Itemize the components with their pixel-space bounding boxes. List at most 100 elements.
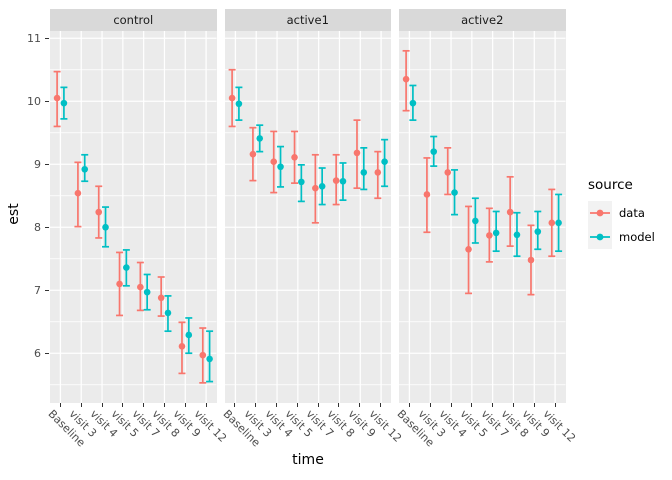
x-tick-mark [512,403,514,407]
pointrange-data [178,321,186,375]
pointrange-model [555,193,563,253]
y-axis-title: est [6,203,22,225]
legend-label: data [619,206,645,220]
pointrange-data [402,49,410,112]
y-tick-label: 10 [27,94,41,108]
y-tick-mark [45,37,49,39]
pointrange-data [332,153,340,206]
legend-entries: data model [588,201,655,249]
pointrange-data [352,119,360,190]
facet-panel-control [50,31,217,403]
facet-strip-label: active2 [461,13,504,27]
x-tick-mark [296,403,298,407]
facet-strip-label: active1 [286,13,329,27]
pointrange-data [136,261,144,312]
pointrange-data [53,70,61,128]
x-tick-mark [205,403,207,407]
pointrange-model [164,295,172,333]
pointrange-model [276,145,284,188]
pointrange-model [122,249,130,287]
x-tick-mark [255,403,257,407]
pointrange-model [430,135,438,167]
pointrange-model [206,330,214,383]
x-tick-mark [533,403,535,407]
facet-strip-control: control [50,9,217,31]
pointrange-data [290,130,298,184]
legend-title: source [588,177,633,193]
legend-key-model-glyph [588,225,612,249]
legend-entry-model: model [588,225,655,249]
x-tick-mark [380,403,382,407]
pointrange-model [492,210,500,253]
pointrange-model [409,84,417,121]
pointrange-data [248,126,256,182]
x-tick-mark [122,403,124,407]
legend-key-data-glyph [588,201,612,225]
x-tick-mark [408,403,410,407]
x-tick-mark [317,403,319,407]
pointrange-data [116,251,124,317]
y-tick-label: 11 [27,31,41,45]
y-tick-label: 6 [34,346,41,360]
pointrange-data [74,161,82,228]
x-tick-mark [554,403,556,407]
y-tick-label: 9 [34,157,41,171]
x-tick-mark [492,403,494,407]
facet-strip-active2: active2 [399,9,566,31]
pointrange-data [527,224,535,296]
y-tick-label: 7 [34,283,41,297]
pointrange-model [451,169,459,216]
x-tick-mark [429,403,431,407]
x-tick-mark [184,403,186,407]
x-tick-mark [59,403,61,407]
pointrange-model [338,162,346,201]
facet-panel-active1 [224,31,391,403]
pointrange-data [311,153,319,224]
x-tick-mark [338,403,340,407]
facet-strip-active1: active1 [224,9,391,31]
pointrange-model [81,153,89,183]
facet-panel-active2 [399,31,566,403]
pointrange-model [143,273,151,311]
pointrange-data [228,68,236,128]
y-tick-mark [45,163,49,165]
pointrange-model [359,146,367,191]
legend-label: model [619,230,655,244]
x-tick-mark [276,403,278,407]
pointrange-data [199,327,207,384]
x-tick-mark [359,403,361,407]
pointrange-model [513,211,521,258]
legend-entry-data: data [588,201,655,225]
pointrange-model [318,167,326,206]
legend: source data model [588,177,655,249]
x-tick-mark [80,403,82,407]
pointrange-data [485,207,493,263]
pointrange-data [423,157,431,234]
x-axis-title: time [292,452,324,468]
pointrange-data [95,185,103,239]
y-tick-label: 8 [34,220,41,234]
x-tick-mark [143,403,145,407]
facet-strip-label: control [113,13,154,27]
pointrange-model [102,206,110,248]
pointrange-model [255,124,263,153]
pointrange-data [269,130,277,194]
pointrange-data [506,175,514,247]
pointrange-model [234,86,242,121]
x-tick-mark [101,403,103,407]
pointrange-model [380,138,388,188]
x-tick-mark [450,403,452,407]
y-tick-mark [45,352,49,354]
pointrange-data [157,276,165,317]
y-tick-mark [45,100,49,102]
y-tick-mark [45,226,49,228]
y-tick-mark [45,289,49,291]
x-tick-mark [163,403,165,407]
pointrange-data [373,150,381,200]
pointrange-model [60,86,68,120]
pointrange-data [444,146,452,196]
pointrange-data [548,188,556,258]
pointrange-data [465,205,473,295]
pointrange-model [185,317,193,355]
